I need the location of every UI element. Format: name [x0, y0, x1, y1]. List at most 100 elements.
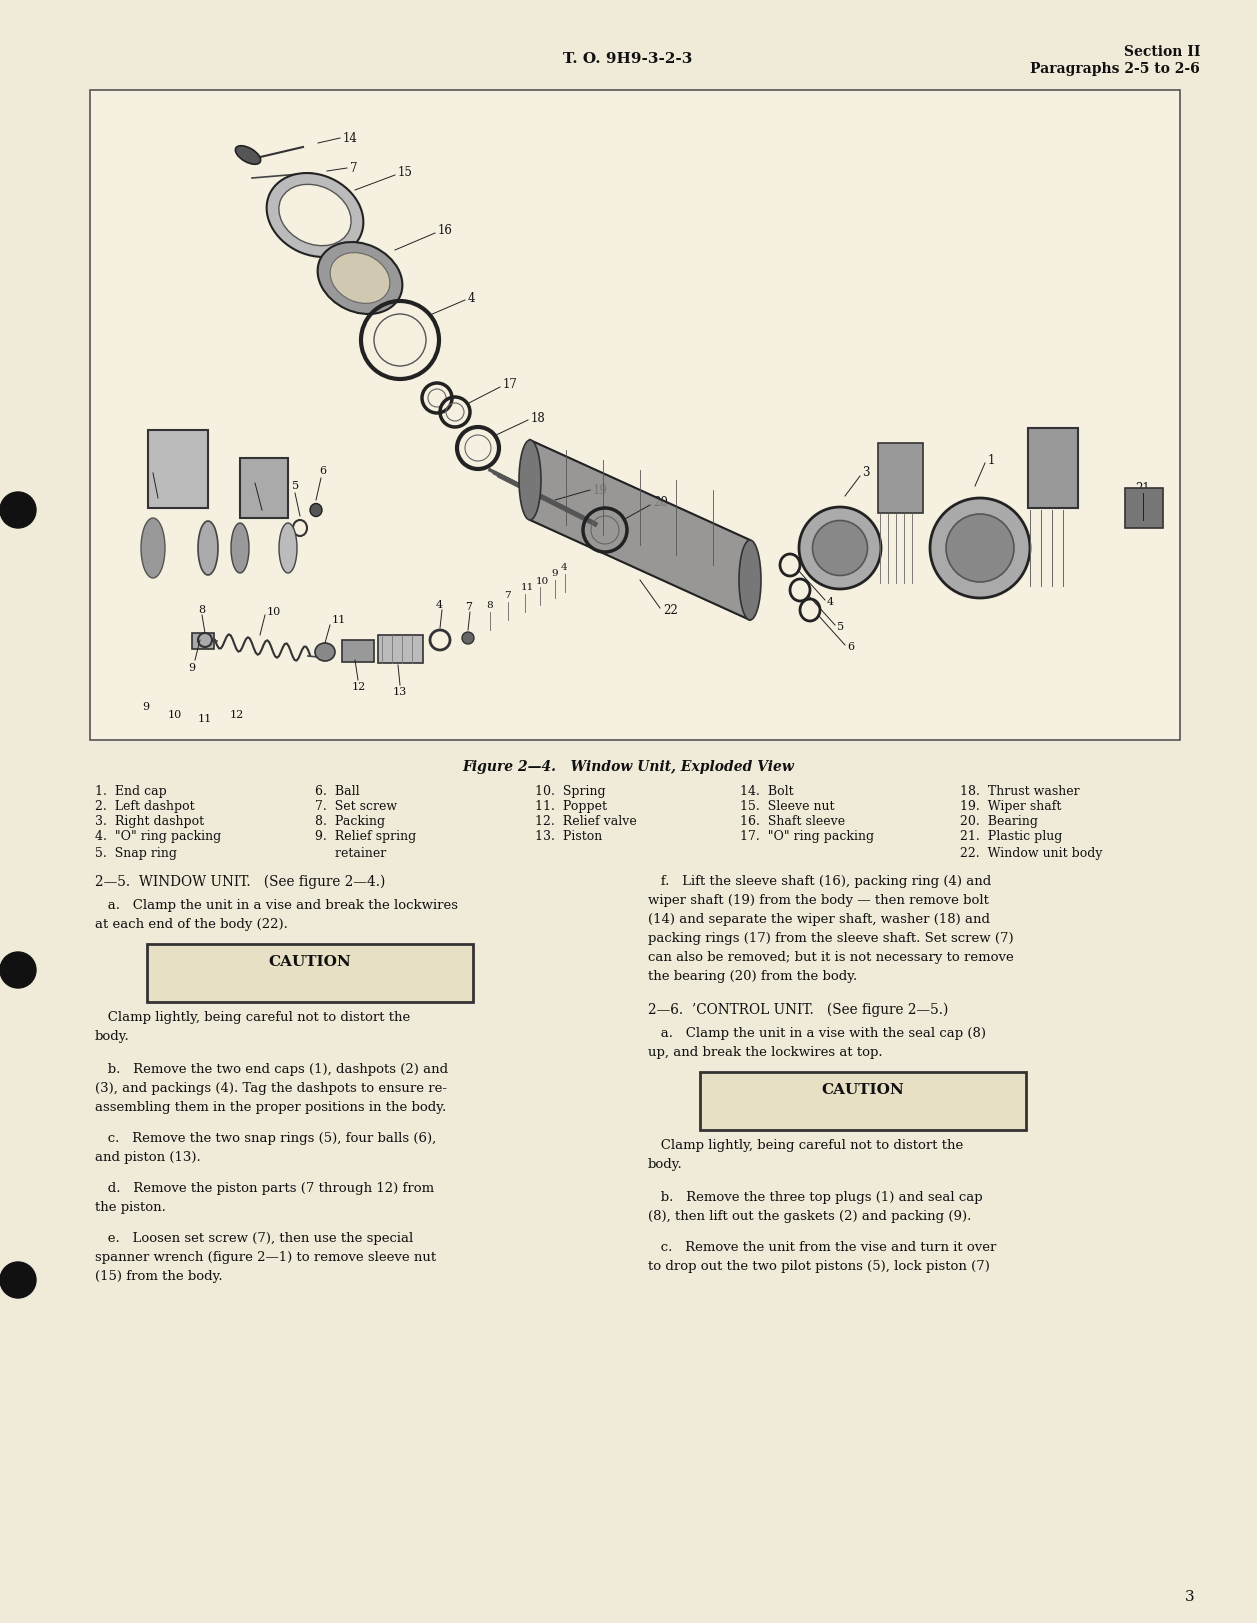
Ellipse shape: [310, 503, 322, 516]
Text: 10: 10: [168, 709, 182, 721]
Ellipse shape: [519, 440, 541, 519]
Ellipse shape: [235, 146, 260, 164]
Text: 11: 11: [332, 615, 346, 625]
Text: (15) from the body.: (15) from the body.: [96, 1271, 222, 1284]
Text: 16: 16: [437, 224, 453, 237]
Ellipse shape: [199, 521, 217, 575]
Text: 15: 15: [398, 167, 412, 180]
Text: Figure 2—4.   Window Unit, Exploded View: Figure 2—4. Window Unit, Exploded View: [463, 760, 794, 774]
Text: 14.  Bolt: 14. Bolt: [740, 786, 793, 799]
Text: 7: 7: [465, 602, 471, 612]
Ellipse shape: [812, 521, 867, 576]
FancyBboxPatch shape: [700, 1073, 1026, 1130]
Text: f.   Lift the sleeve shaft (16), packing ring (4) and: f. Lift the sleeve shaft (16), packing r…: [649, 875, 992, 888]
Text: 4: 4: [827, 597, 835, 607]
Text: 4: 4: [561, 563, 568, 573]
Ellipse shape: [141, 518, 165, 578]
Text: 9: 9: [142, 703, 150, 712]
Text: 6: 6: [847, 643, 854, 652]
Text: 2—5.  WINDOW UNIT.   (See figure 2—4.): 2—5. WINDOW UNIT. (See figure 2—4.): [96, 875, 386, 889]
Text: 1: 1: [988, 453, 996, 466]
Text: Clamp lightly, being careful not to distort the: Clamp lightly, being careful not to dist…: [96, 1011, 410, 1024]
Text: body.: body.: [649, 1157, 683, 1172]
Text: 7: 7: [504, 591, 510, 601]
Bar: [148, 430, 207, 508]
Bar: [342, 639, 375, 662]
Ellipse shape: [463, 631, 474, 644]
Ellipse shape: [279, 185, 351, 245]
Text: 12.  Relief valve: 12. Relief valve: [535, 815, 637, 828]
Text: wiper shaft (19) from the body — then remove bolt: wiper shaft (19) from the body — then re…: [649, 894, 989, 907]
Ellipse shape: [279, 523, 297, 573]
Bar: [91, 89, 1180, 740]
Text: body.: body.: [96, 1031, 129, 1044]
Text: e.   Loosen set screw (7), then use the special: e. Loosen set screw (7), then use the sp…: [96, 1232, 414, 1245]
Text: 11: 11: [520, 584, 534, 592]
Ellipse shape: [0, 492, 36, 527]
Text: spanner wrench (figure 2—1) to remove sleeve nut: spanner wrench (figure 2—1) to remove sl…: [96, 1251, 436, 1264]
Text: 10.  Spring: 10. Spring: [535, 786, 606, 799]
Text: 11.  Poppet: 11. Poppet: [535, 800, 607, 813]
Text: 22: 22: [662, 604, 678, 617]
Text: (14) and separate the wiper shaft, washer (18) and: (14) and separate the wiper shaft, washe…: [649, 914, 991, 927]
Text: 6.  Ball: 6. Ball: [316, 786, 360, 799]
Text: 2: 2: [250, 469, 258, 482]
Text: Clamp lightly, being careful not to distort the: Clamp lightly, being careful not to dist…: [649, 1139, 963, 1152]
Ellipse shape: [799, 506, 881, 589]
Text: c.   Remove the unit from the vise and turn it over: c. Remove the unit from the vise and tur…: [649, 1242, 997, 1255]
Ellipse shape: [331, 253, 390, 304]
Text: and piston (13).: and piston (13).: [96, 1151, 201, 1164]
Text: 9.  Relief spring: 9. Relief spring: [316, 829, 416, 842]
Text: the bearing (20) from the body.: the bearing (20) from the body.: [649, 971, 857, 984]
Text: at each end of the body (22).: at each end of the body (22).: [96, 919, 288, 932]
Text: 9: 9: [189, 664, 195, 674]
Text: a.   Clamp the unit in a vise with the seal cap (8): a. Clamp the unit in a vise with the sea…: [649, 1027, 985, 1040]
Bar: [1028, 428, 1079, 508]
Text: a.   Clamp the unit in a vise and break the lockwires: a. Clamp the unit in a vise and break th…: [96, 899, 458, 912]
Bar: [1125, 489, 1163, 527]
Text: 2—6.  ’CONTROL UNIT.   (See figure 2—5.): 2—6. ’CONTROL UNIT. (See figure 2—5.): [649, 1003, 948, 1018]
Text: 13.  Piston: 13. Piston: [535, 829, 602, 842]
Text: retainer: retainer: [316, 847, 386, 860]
Text: T. O. 9H9-3-2-3: T. O. 9H9-3-2-3: [563, 52, 693, 67]
Text: 19: 19: [593, 484, 608, 497]
Text: 1.  End cap: 1. End cap: [96, 786, 167, 799]
Text: 12: 12: [352, 682, 366, 691]
Bar: [877, 443, 923, 513]
Text: c.   Remove the two snap rings (5), four balls (6),: c. Remove the two snap rings (5), four b…: [96, 1131, 436, 1144]
Text: 7.  Set screw: 7. Set screw: [316, 800, 397, 813]
Text: 21.  Plastic plug: 21. Plastic plug: [960, 829, 1062, 842]
Text: 9: 9: [551, 570, 558, 578]
Text: 7: 7: [349, 162, 357, 175]
Text: 18: 18: [530, 412, 546, 425]
Text: 5.  Snap ring: 5. Snap ring: [96, 847, 177, 860]
Ellipse shape: [0, 953, 36, 988]
Ellipse shape: [318, 242, 402, 313]
Text: 3: 3: [1185, 1591, 1195, 1604]
Text: 21: 21: [1135, 482, 1150, 495]
Ellipse shape: [231, 523, 249, 573]
Text: up, and break the lockwires at top.: up, and break the lockwires at top.: [649, 1045, 882, 1058]
Text: d.   Remove the piston parts (7 through 12) from: d. Remove the piston parts (7 through 12…: [96, 1182, 434, 1195]
Text: 11: 11: [199, 714, 212, 724]
Text: (8), then lift out the gaskets (2) and packing (9).: (8), then lift out the gaskets (2) and p…: [649, 1211, 972, 1224]
Text: 2.  Left dashpot: 2. Left dashpot: [96, 800, 195, 813]
Text: 4: 4: [436, 601, 444, 610]
Text: 17.  "O" ring packing: 17. "O" ring packing: [740, 829, 874, 842]
Text: 14: 14: [343, 133, 358, 146]
Text: 13: 13: [393, 687, 407, 696]
Ellipse shape: [266, 174, 363, 256]
Polygon shape: [530, 440, 750, 620]
Text: 12: 12: [230, 709, 244, 721]
Bar: [240, 458, 288, 518]
Text: the piston.: the piston.: [96, 1201, 166, 1214]
Text: 1: 1: [150, 459, 157, 472]
Text: 22.  Window unit body: 22. Window unit body: [960, 847, 1102, 860]
Ellipse shape: [947, 514, 1014, 583]
Text: Paragraphs 2-5 to 2-6: Paragraphs 2-5 to 2-6: [1031, 62, 1200, 76]
Text: to drop out the two pilot pistons (5), lock piston (7): to drop out the two pilot pistons (5), l…: [649, 1259, 989, 1272]
Text: 10: 10: [535, 576, 549, 586]
Text: packing rings (17) from the sleeve shaft. Set screw (7): packing rings (17) from the sleeve shaft…: [649, 932, 1013, 945]
Text: assembling them in the proper positions in the body.: assembling them in the proper positions …: [96, 1100, 446, 1113]
Text: 16.  Shaft sleeve: 16. Shaft sleeve: [740, 815, 845, 828]
